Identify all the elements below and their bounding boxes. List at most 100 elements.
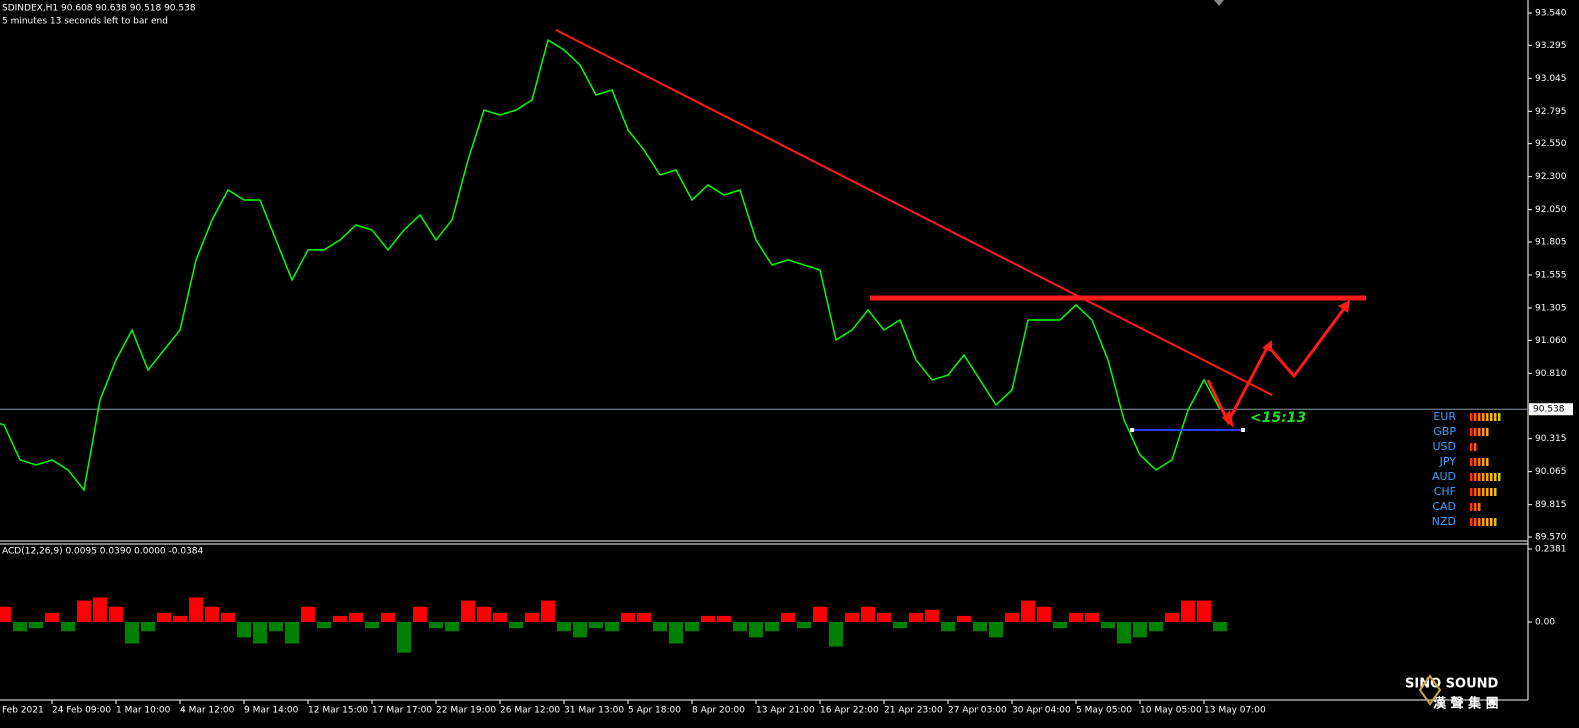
strength-segment bbox=[1482, 518, 1485, 526]
y-tick-label: 92.550 bbox=[1535, 139, 1567, 149]
logo-name: SINO SOUND bbox=[1405, 677, 1499, 692]
macd-bar bbox=[909, 612, 923, 623]
macd-bar bbox=[509, 622, 523, 629]
chart-shift-marker bbox=[1214, 0, 1224, 6]
arrow-head bbox=[1222, 410, 1234, 428]
strength-segment bbox=[1478, 428, 1481, 436]
strength-segment bbox=[1470, 428, 1473, 436]
current-price-box bbox=[1529, 403, 1573, 416]
macd-bar bbox=[701, 615, 715, 623]
strength-segment bbox=[1486, 473, 1489, 481]
x-tick-label: 8 Apr 20:00 bbox=[692, 706, 745, 716]
macd-bar bbox=[845, 612, 859, 623]
y-tick-label: 89.815 bbox=[1535, 500, 1567, 510]
macd-bar bbox=[221, 612, 235, 623]
macd-bar bbox=[141, 622, 155, 632]
y-tick-label: 92.795 bbox=[1535, 107, 1567, 117]
strength-segment bbox=[1486, 518, 1489, 526]
macd-bar bbox=[957, 615, 971, 623]
macd-bar bbox=[0, 606, 11, 623]
strength-segment bbox=[1494, 473, 1497, 481]
x-tick-label: 10 May 05:00 bbox=[1140, 706, 1202, 716]
x-tick-label: 16 Apr 22:00 bbox=[820, 706, 879, 716]
macd-bar bbox=[397, 622, 411, 653]
current-price-label: 90.538 bbox=[1533, 405, 1565, 415]
strength-segment bbox=[1478, 458, 1481, 466]
currency-name: USD bbox=[1432, 440, 1456, 453]
chart-subtitle: 5 minutes 13 seconds left to bar end bbox=[2, 17, 168, 27]
macd-bar bbox=[861, 606, 875, 623]
strength-segment bbox=[1490, 488, 1493, 496]
x-tick-label: 4 Mar 12:00 bbox=[180, 706, 235, 716]
macd-bar bbox=[413, 606, 427, 623]
strength-segment bbox=[1486, 413, 1489, 421]
macd-bar bbox=[1197, 600, 1211, 623]
macd-title: ACD(12,26,9) 0.0095 0.0390 0.0000 -0.038… bbox=[2, 547, 204, 557]
y-tick-label: 91.305 bbox=[1535, 303, 1567, 313]
macd-bar bbox=[541, 600, 555, 623]
strength-segment bbox=[1478, 503, 1481, 511]
price-line bbox=[0, 38, 1221, 492]
y-tick-label: 91.060 bbox=[1535, 336, 1567, 346]
macd-bar bbox=[189, 597, 203, 623]
currency-name: CHF bbox=[1434, 485, 1456, 498]
line-handle bbox=[1241, 428, 1245, 432]
x-tick-label: 13 May 07:00 bbox=[1204, 706, 1266, 716]
strength-segment bbox=[1486, 428, 1489, 436]
macd-bar bbox=[1053, 622, 1067, 629]
macd-bar bbox=[669, 622, 683, 644]
macd-bar bbox=[1021, 600, 1035, 623]
macd-bar bbox=[605, 622, 619, 632]
x-tick-label: 17 Mar 17:00 bbox=[372, 706, 432, 716]
strength-segment bbox=[1470, 503, 1473, 511]
macd-bar bbox=[333, 615, 347, 623]
macd-bar bbox=[893, 622, 907, 629]
strength-segment bbox=[1474, 488, 1477, 496]
macd-bar bbox=[205, 606, 219, 623]
y-tick-label: 93.540 bbox=[1535, 9, 1567, 19]
macd-bar bbox=[1165, 612, 1179, 623]
currency-name: AUD bbox=[1432, 470, 1456, 483]
y-tick-label: 90.315 bbox=[1535, 434, 1567, 444]
strength-segment bbox=[1478, 518, 1481, 526]
macd-bar bbox=[941, 622, 955, 632]
line-handle bbox=[1130, 428, 1134, 432]
macd-bar bbox=[1069, 612, 1083, 623]
y-tick-label: 89.570 bbox=[1535, 533, 1567, 543]
macd-bar bbox=[317, 622, 331, 629]
strength-segment bbox=[1470, 443, 1473, 451]
macd-bar bbox=[1149, 622, 1163, 632]
macd-bar bbox=[237, 622, 251, 638]
macd-bar bbox=[797, 622, 811, 629]
macd-bar bbox=[269, 622, 283, 632]
macd-bar bbox=[621, 612, 635, 623]
strength-segment bbox=[1474, 443, 1477, 451]
macd-bar bbox=[637, 612, 651, 623]
macd-bar bbox=[973, 622, 987, 632]
strength-segment bbox=[1478, 413, 1481, 421]
macd-bar bbox=[1133, 622, 1147, 638]
currency-name: JPY bbox=[1439, 455, 1457, 468]
macd-bar bbox=[93, 597, 107, 623]
macd-bar bbox=[1085, 612, 1099, 623]
y-tick-label: 90.810 bbox=[1535, 369, 1567, 379]
strength-segment bbox=[1470, 413, 1473, 421]
strength-segment bbox=[1478, 473, 1481, 481]
macd-bar bbox=[1117, 622, 1131, 644]
strength-segment bbox=[1498, 413, 1501, 421]
strength-segment bbox=[1474, 518, 1477, 526]
x-tick-label: 12 Mar 15:00 bbox=[308, 706, 368, 716]
x-tick-label: Feb 2021 bbox=[2, 706, 44, 716]
y-tick-label: 93.295 bbox=[1535, 41, 1567, 51]
macd-bar bbox=[717, 615, 731, 623]
x-tick-label: 5 Apr 18:00 bbox=[628, 706, 681, 716]
macd-bar bbox=[349, 612, 363, 623]
macd-bar bbox=[157, 612, 171, 623]
y-tick-label: 0.00 bbox=[1535, 618, 1555, 628]
strength-segment bbox=[1474, 413, 1477, 421]
macd-bar bbox=[765, 622, 779, 632]
x-tick-label: 26 Mar 12:00 bbox=[500, 706, 560, 716]
macd-bar bbox=[1101, 622, 1115, 629]
y-tick-label: 0.2381 bbox=[1535, 545, 1567, 555]
